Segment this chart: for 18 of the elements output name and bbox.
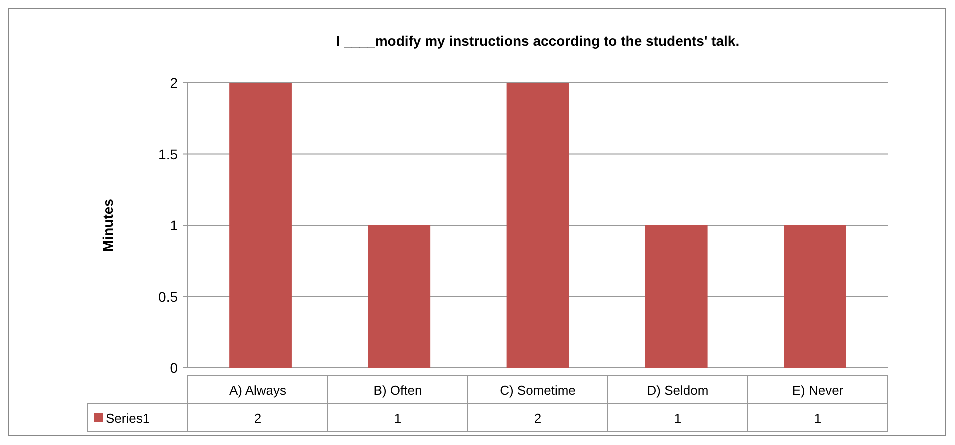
y-tick-label: 0.5 xyxy=(158,288,178,305)
x-tick-label: D) Seldom xyxy=(647,383,709,398)
y-tick-label: 1 xyxy=(170,218,178,234)
data-label: 2 xyxy=(534,411,542,426)
chart-title: I ____modify my instructions according to the students' talk. xyxy=(336,33,740,49)
data-label: 1 xyxy=(394,411,402,426)
y-axis-title: Minutes xyxy=(100,198,116,252)
y-tick-label: 0 xyxy=(170,360,178,376)
data-label: 1 xyxy=(674,411,682,426)
data-label: 2 xyxy=(254,411,262,426)
x-tick-label: C) Sometime xyxy=(500,383,576,398)
y-tick-label: 2 xyxy=(170,75,178,91)
data-label: 1 xyxy=(814,411,822,426)
y-tick-label: 1.5 xyxy=(158,146,178,162)
x-tick-label: E) Never xyxy=(792,383,844,398)
x-tick-label: B) Often xyxy=(374,383,422,398)
x-tick-label: A) Always xyxy=(229,383,288,398)
legend-label: Series1 xyxy=(106,411,150,426)
